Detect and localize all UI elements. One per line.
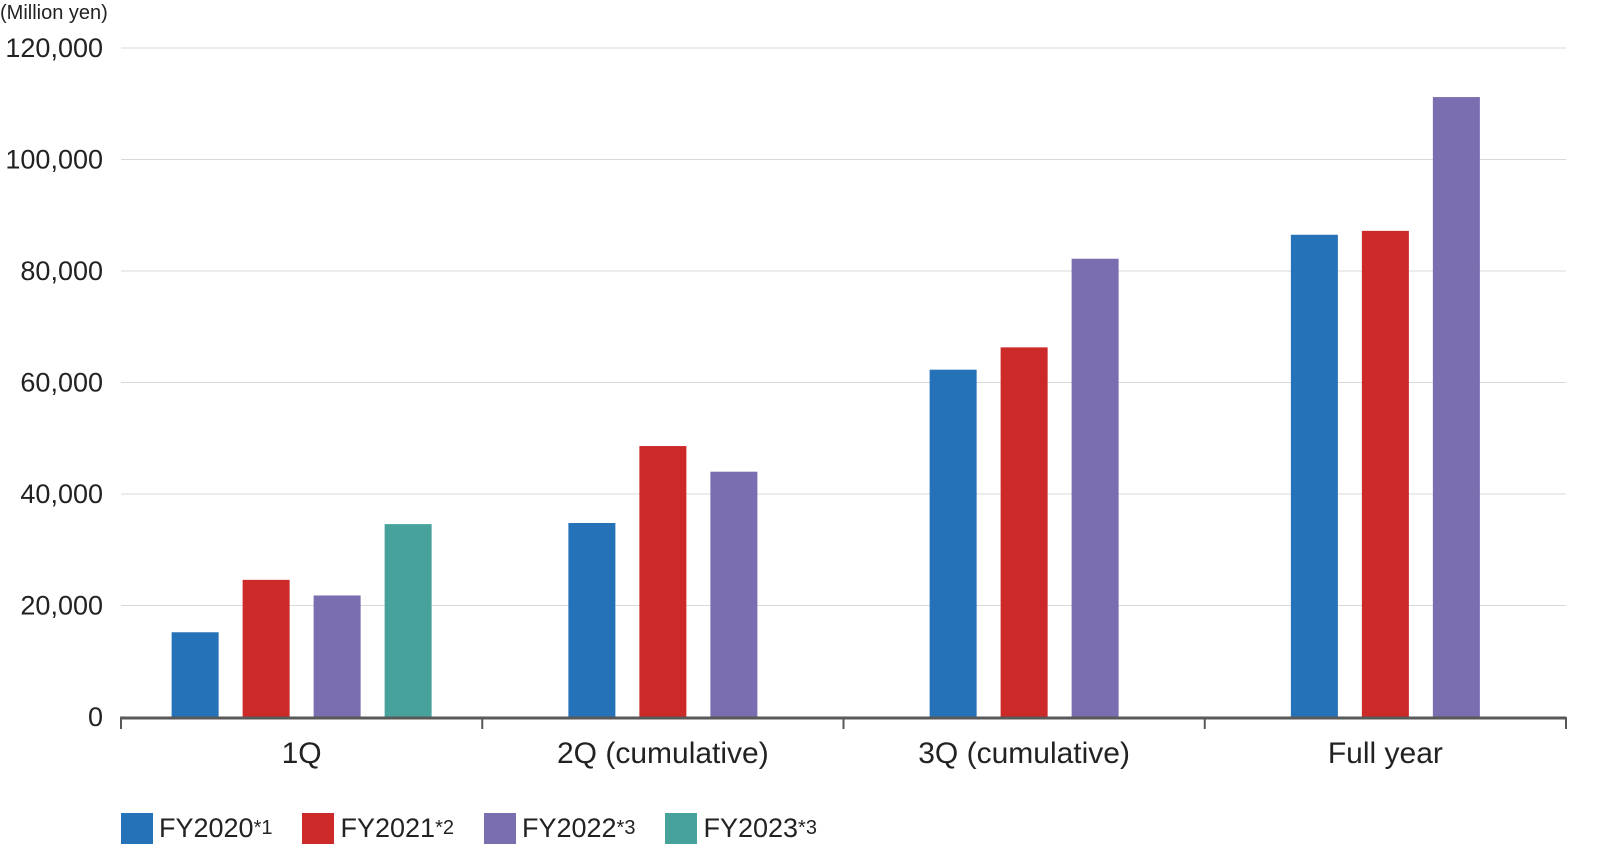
legend-footnote-mark: *2 — [435, 817, 454, 839]
legend-footnote-mark: *3 — [616, 817, 636, 839]
y-tick-label: 40,000 — [20, 479, 103, 509]
legend-label: FY2021*2 — [340, 813, 454, 843]
bar-fy2020-4 — [1290, 234, 1338, 717]
bar-fy2022-2 — [710, 471, 758, 717]
bar-fy2020-2 — [568, 522, 616, 717]
bar-fy2023-1 — [384, 524, 432, 717]
grid-lines — [121, 47, 1566, 606]
y-tick-label: 0 — [88, 702, 103, 732]
x-category-label: 1Q — [282, 737, 322, 770]
legend-swatch — [483, 813, 516, 844]
y-tick-label: 100,000 — [5, 145, 103, 175]
bar-fy2020-3 — [929, 369, 977, 717]
legend-item-fy2021: FY2021*2 — [302, 813, 454, 844]
y-axis-ticks: 0 20,000 40,000 60,000 80,000 100,000 120,000 — [5, 33, 103, 732]
bar-fy2022-1 — [313, 595, 361, 717]
legend-swatch — [121, 813, 153, 844]
legend-item-fy2022: FY2022*3 — [483, 813, 636, 844]
bar-fy2022-3 — [1071, 258, 1119, 717]
y-axis-unit-label: (Million yen) — [0, 2, 108, 24]
legend: FY2020*1 FY2021*2 FY2022*3 FY2023*3 — [121, 813, 847, 844]
x-axis — [120, 716, 1567, 729]
y-tick-label: 20,000 — [20, 591, 103, 621]
legend-item-fy2023: FY2023*3 — [665, 813, 817, 844]
bar-fy2022-4 — [1432, 97, 1480, 717]
bar-fy2021-3 — [1000, 347, 1048, 717]
legend-footnote-mark: *1 — [253, 817, 273, 839]
y-tick-label: 120,000 — [5, 33, 103, 63]
legend-label: FY2022*3 — [521, 813, 636, 843]
bar-fy2021-1 — [242, 579, 290, 717]
legend-swatch — [665, 813, 698, 844]
legend-swatch — [302, 813, 335, 844]
x-axis-labels: 1Q 2Q (cumulative) 3Q (cumulative) Full yea… — [282, 737, 1443, 770]
bar-fy2020-1 — [171, 632, 219, 717]
y-tick-label: 60,000 — [20, 368, 103, 398]
legend-footnote-mark: *3 — [798, 817, 817, 839]
bar-fy2021-2 — [639, 446, 687, 717]
y-tick-label: 80,000 — [20, 256, 103, 286]
bars — [171, 97, 1480, 718]
legend-label: FY2023*3 — [703, 813, 817, 843]
x-category-label: 2Q (cumulative) — [557, 737, 769, 770]
legend-item-fy2020: FY2020*1 — [121, 813, 272, 844]
bar-chart: 020,00040,00060,00080,000100,000120,000 … — [5, 33, 1567, 770]
bar-fy2021-4 — [1361, 230, 1409, 718]
x-category-label: Full year — [1328, 737, 1443, 770]
x-category-label: 3Q (cumulative) — [918, 737, 1130, 770]
legend-label: FY2020*1 — [159, 813, 273, 843]
